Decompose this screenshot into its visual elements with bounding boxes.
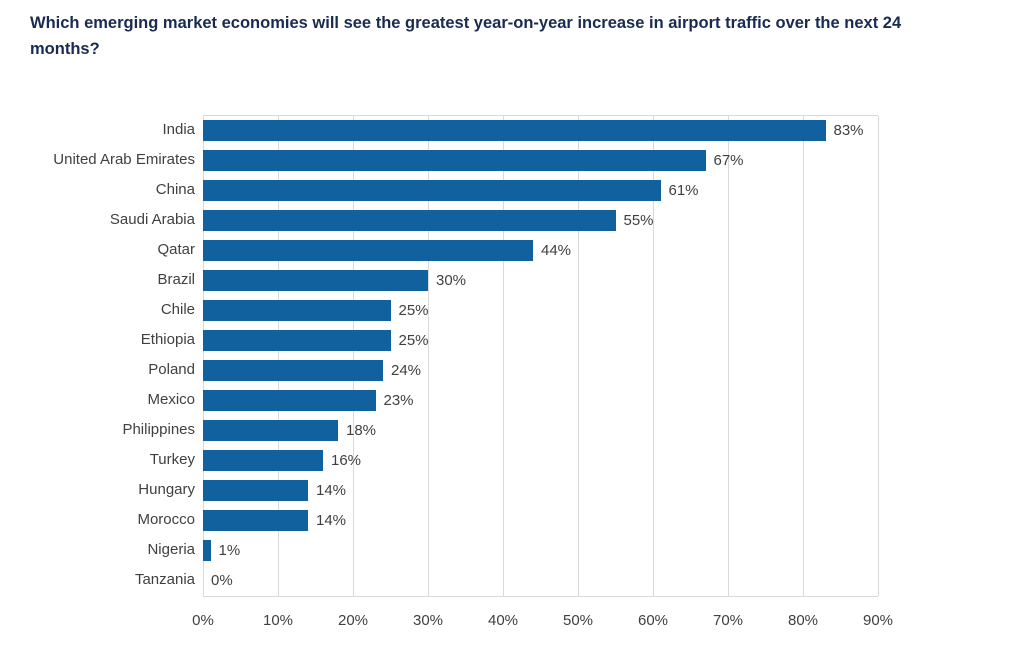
category-label: Philippines — [122, 421, 195, 438]
value-label: 14% — [316, 482, 347, 499]
category-label: Hungary — [138, 481, 195, 498]
x-axis-tick-label: 20% — [337, 612, 369, 629]
bar — [203, 240, 533, 261]
gridline — [653, 116, 654, 596]
value-label: 25% — [398, 332, 429, 349]
category-label: Chile — [160, 301, 195, 318]
bar — [203, 210, 616, 231]
value-label: 44% — [541, 242, 572, 259]
gridline — [503, 116, 504, 596]
value-label: 25% — [398, 302, 429, 319]
value-label: 55% — [623, 212, 654, 229]
x-axis-tick-label: 40% — [487, 612, 519, 629]
value-label: 18% — [346, 422, 377, 439]
category-label: Nigeria — [147, 541, 195, 558]
gridline — [428, 116, 429, 596]
x-axis-tick-label: 10% — [262, 612, 294, 629]
bar — [203, 450, 323, 471]
value-label: 1% — [218, 542, 241, 559]
x-axis-tick-label: 0% — [192, 612, 214, 629]
gridline — [878, 116, 879, 596]
bar — [203, 330, 391, 351]
category-label: Brazil — [157, 271, 195, 288]
chart-title: Which emerging market economies will see… — [30, 14, 902, 58]
value-label: 0% — [211, 572, 233, 589]
bar — [203, 480, 308, 501]
value-label: 23% — [383, 392, 414, 409]
bar — [203, 360, 383, 381]
x-axis-tick-labels: 0% 10% 20% 30% 40% 50% 60% 70% 80% 90% — [192, 610, 893, 634]
category-label: Qatar — [157, 241, 195, 258]
category-label: Saudi Arabia — [109, 211, 195, 228]
category-label: Tanzania — [134, 571, 195, 588]
value-label: 83% — [833, 122, 864, 139]
bar — [203, 390, 376, 411]
category-label: Mexico — [147, 391, 195, 408]
value-label: 30% — [436, 272, 467, 289]
x-axis-tick-label: 50% — [562, 612, 594, 629]
gridline — [203, 116, 204, 596]
category-label: Ethiopia — [140, 331, 195, 348]
value-label: 16% — [331, 452, 362, 469]
bar — [203, 420, 338, 441]
gridline — [803, 116, 804, 596]
bar — [203, 270, 428, 291]
plot-area: 83% 67% 61% 55% 44% 30% 25% 25% 24% 23% 18% 16% 14% 1… — [203, 115, 879, 597]
bar — [203, 180, 661, 201]
y-axis-labels: India United Arab Emirates China Saudi Arab… — [0, 115, 195, 595]
gridline — [728, 116, 729, 596]
value-label: 61% — [668, 182, 699, 199]
category-label: Poland — [148, 361, 195, 378]
category-label: United Arab Emirates — [53, 151, 195, 168]
x-axis-tick-label: 90% — [862, 612, 894, 629]
x-axis-tick-label: 30% — [412, 612, 444, 629]
bar — [203, 300, 391, 321]
value-label: 67% — [713, 152, 744, 169]
value-label: 24% — [391, 362, 422, 379]
value-label: 14% — [316, 512, 347, 529]
category-label: China — [155, 181, 195, 198]
category-label: Morocco — [137, 511, 195, 528]
bar — [203, 150, 706, 171]
category-label: Turkey — [149, 451, 195, 468]
category-label: India — [162, 121, 195, 138]
bar — [203, 540, 211, 561]
bar — [203, 510, 308, 531]
gridline — [353, 116, 354, 596]
x-axis-tick-label: 70% — [712, 612, 744, 629]
x-axis-tick-label: 80% — [787, 612, 819, 629]
gridline — [578, 116, 579, 596]
bar — [203, 120, 826, 141]
x-axis-tick-label: 60% — [637, 612, 669, 629]
gridline — [278, 116, 279, 596]
